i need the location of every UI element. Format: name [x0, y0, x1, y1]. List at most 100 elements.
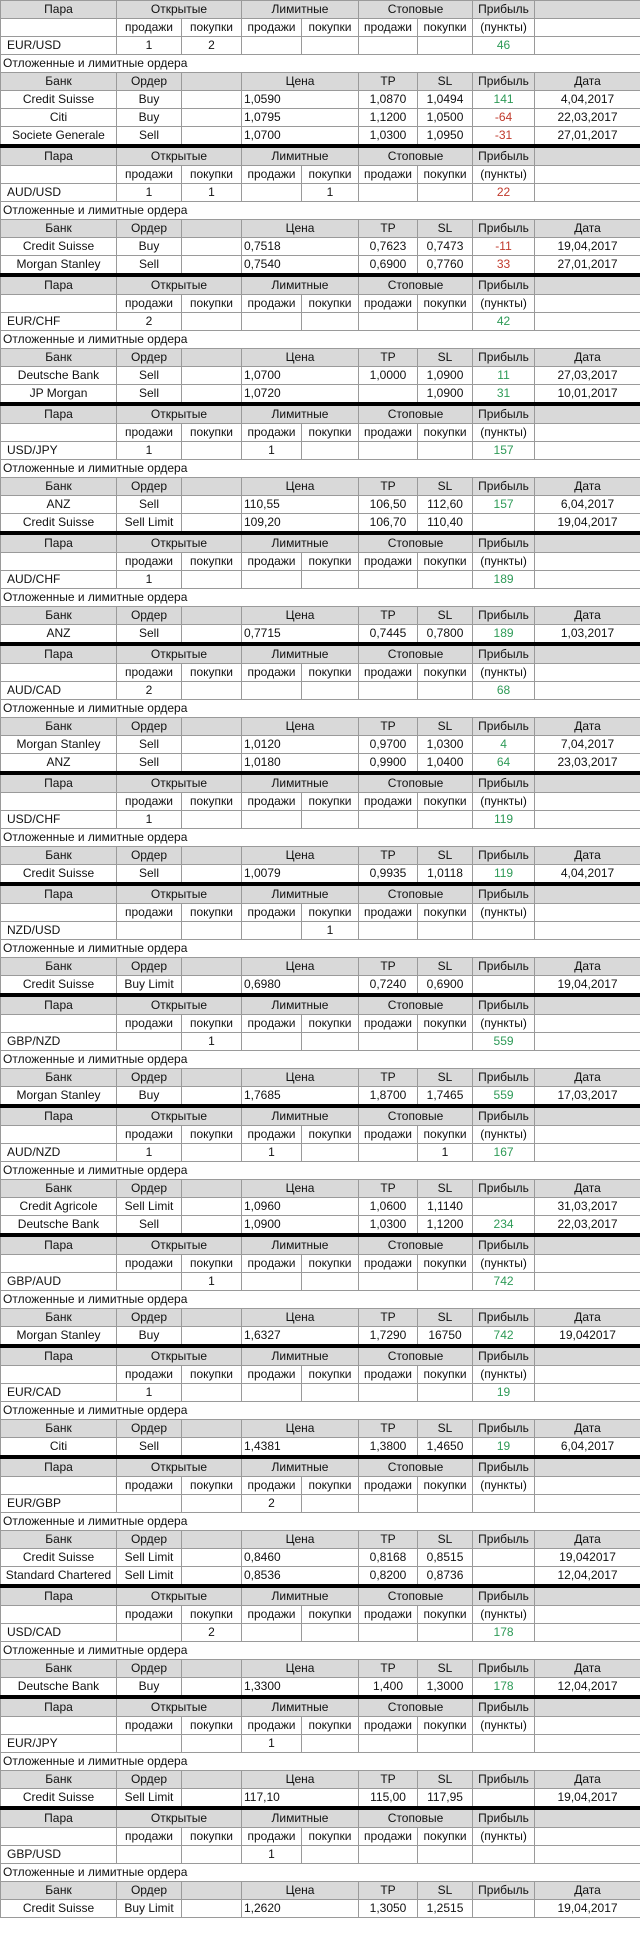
position-count — [358, 1143, 419, 1162]
date-cell: 19,042017 — [534, 1326, 640, 1347]
table-row: USD/JPY 1 1 157 — [0, 441, 640, 460]
table-row: Credit Suisse Sell Limit 117,10 115,00 117,9… — [0, 1788, 640, 1809]
cell — [534, 1383, 640, 1402]
profit-cell — [472, 1566, 536, 1587]
sl-cell: 0,8515 — [417, 1548, 474, 1567]
position-count: 1 — [116, 183, 182, 202]
cell — [181, 384, 242, 405]
header-cell: (пункты) — [472, 792, 536, 811]
pair-cell: USD/JPY — [0, 441, 117, 460]
position-count: 1 — [116, 36, 182, 55]
header-cell: Открытые — [116, 1806, 242, 1828]
header-cell: продажи — [358, 1827, 419, 1846]
tp-cell: 0,7240 — [358, 975, 419, 996]
position-count: 1 — [300, 921, 360, 940]
header-cell: Стоповые — [358, 144, 474, 166]
header-cell: продажи — [358, 294, 419, 313]
header-cell: Банк — [0, 1179, 117, 1198]
header-cell: продажи — [116, 792, 182, 811]
position-count — [417, 441, 474, 460]
position-count — [417, 921, 474, 940]
table-row: AUD/CAD 2 68 — [0, 681, 640, 700]
header-cell: Банк — [0, 1308, 117, 1327]
bank-cell: Societe Generale — [0, 126, 117, 147]
header-cell: Ордер — [116, 477, 182, 496]
cell — [534, 1476, 640, 1495]
table-row: Отложенные и лимитные ордера — [0, 699, 640, 718]
header-cell: Прибыль — [472, 477, 536, 496]
header-cell: (пункты) — [472, 552, 536, 571]
position-count: 1 — [241, 1734, 302, 1753]
cell — [0, 663, 117, 682]
header-cell: Дата — [534, 1068, 640, 1087]
sl-cell: 1,1140 — [417, 1197, 474, 1216]
position-count — [116, 1734, 182, 1753]
header-cell: продажи — [116, 1014, 182, 1033]
position-count — [358, 1494, 419, 1513]
header-cell: продажи — [116, 903, 182, 922]
header-cell: покупки — [181, 663, 242, 682]
pair-cell: AUD/NZD — [0, 1143, 117, 1162]
header-cell: Стоповые — [358, 0, 474, 19]
cell — [534, 552, 640, 571]
position-count — [241, 1383, 302, 1402]
profit-cell: 189 — [472, 570, 536, 589]
header-cell: Прибыль — [472, 531, 536, 553]
profit-cell: 559 — [472, 1086, 536, 1107]
table-row: USD/CAD 2 178 — [0, 1623, 640, 1642]
order-cell: Sell — [116, 366, 182, 385]
profit-cell: 11 — [472, 366, 536, 385]
cell — [181, 1215, 242, 1236]
position-count: 2 — [241, 1494, 302, 1513]
table-row: Morgan Stanley Buy 1,6327 1,7290 16750 742 19,… — [0, 1326, 640, 1347]
header-cell: Прибыль — [472, 1881, 536, 1900]
profit-cell — [472, 921, 536, 940]
sl-cell: 0,7800 — [417, 624, 474, 645]
price-cell: 1,0700 — [240, 126, 360, 147]
header-cell: SL — [417, 1308, 474, 1327]
position-count — [181, 1143, 242, 1162]
tp-cell: 106,50 — [358, 495, 419, 514]
position-count — [300, 681, 360, 700]
header-cell: продажи — [241, 1365, 302, 1384]
profit-cell — [472, 1788, 536, 1809]
header-cell: Банк — [0, 1068, 117, 1087]
table-row: Credit Suisse Sell Limit 0,8460 0,8168 0,851… — [0, 1548, 640, 1567]
table-row: Пара Открытые Лимитные Стоповые Прибыль — [0, 1584, 640, 1606]
header-cell: Прибыль — [472, 1530, 536, 1549]
header-cell: Дата — [534, 1179, 640, 1198]
header-cell: Ордер — [116, 1881, 182, 1900]
header-cell: Банк — [0, 219, 117, 238]
position-count — [358, 921, 419, 940]
header-cell: Прибыль — [472, 1419, 536, 1438]
header-cell: продажи — [241, 165, 302, 184]
header-cell: покупки — [300, 18, 360, 37]
table-row: Отложенные и лимитные ордера — [0, 330, 640, 349]
header-cell: Банк — [0, 846, 117, 865]
cell — [534, 0, 640, 19]
header-cell: Дата — [534, 957, 640, 976]
order-cell: Sell — [116, 624, 182, 645]
header-cell: продажи — [116, 552, 182, 571]
header-cell: покупки — [181, 1476, 242, 1495]
position-count: 1 — [116, 441, 182, 460]
profit-cell: 234 — [472, 1215, 536, 1236]
header-cell: Отложенные и лимитные ордера — [0, 828, 640, 847]
bank-cell: Citi — [0, 1437, 117, 1458]
header-cell: Открытые — [116, 273, 242, 295]
header-cell: (пункты) — [472, 165, 536, 184]
position-count: 2 — [181, 36, 242, 55]
profit-cell: -11 — [472, 237, 536, 256]
header-cell: TP — [358, 717, 419, 736]
header-cell: Стоповые — [358, 1584, 474, 1606]
header-cell: Прибыль — [472, 72, 536, 91]
header-cell: (пункты) — [472, 903, 536, 922]
table-row: Банк Ордер Цена TP SL Прибыль Дата — [0, 1659, 640, 1678]
header-cell: продажи — [241, 18, 302, 37]
header-cell: TP — [358, 1770, 419, 1789]
tp-cell: 1,3800 — [358, 1437, 419, 1458]
cell — [181, 753, 242, 774]
price-cell: 117,10 — [240, 1788, 360, 1809]
position-count — [358, 36, 419, 55]
